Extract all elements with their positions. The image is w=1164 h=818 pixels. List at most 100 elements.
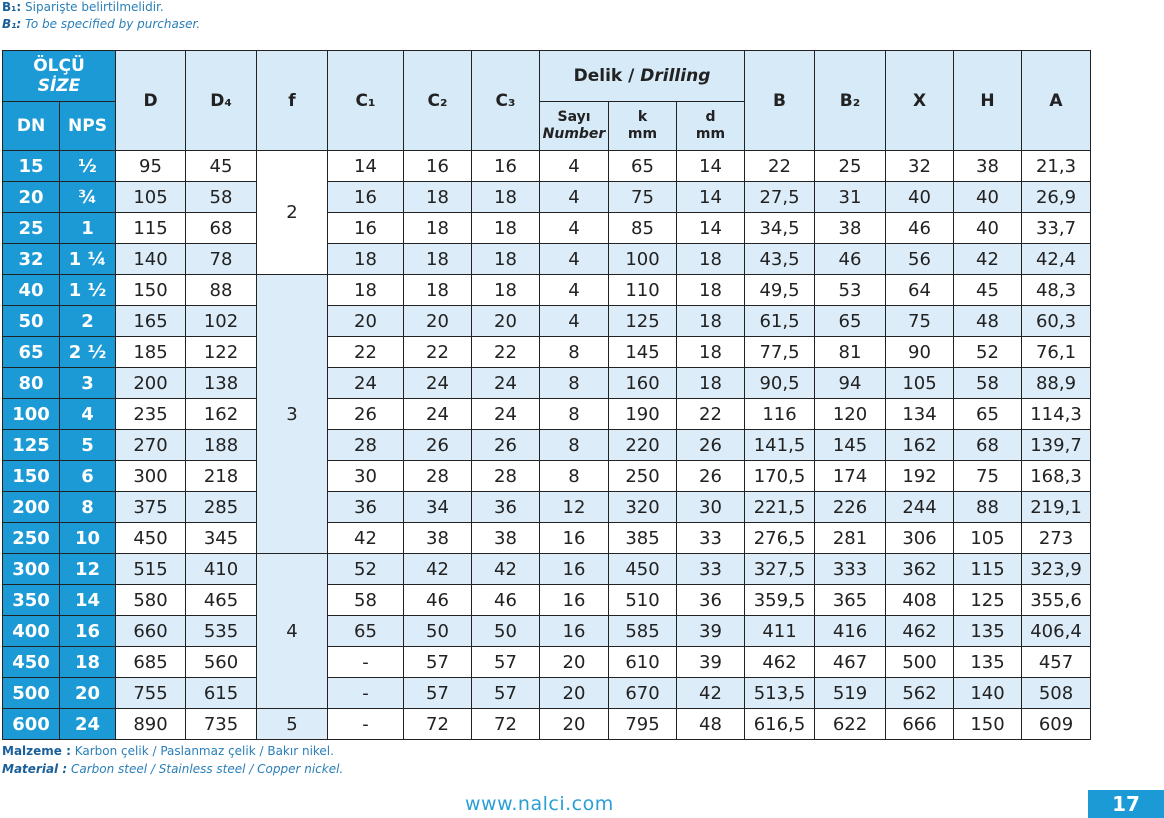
size-cell: 150 — [2, 460, 60, 492]
value-cell: 406,4 — [1021, 615, 1091, 647]
value-cell: 250 — [608, 460, 677, 492]
value-cell: 306 — [885, 522, 954, 554]
value-cell: 145 — [814, 429, 886, 461]
value-cell: 535 — [185, 615, 257, 647]
header-text: Sayı — [557, 109, 591, 125]
count-header: Sayı Number — [539, 101, 609, 151]
value-cell: 30 — [327, 460, 404, 492]
size-cell: 14 — [59, 584, 116, 616]
value-cell: 115 — [115, 212, 186, 244]
value-cell: 42 — [403, 553, 472, 585]
size-cell: ½ — [59, 150, 116, 182]
value-cell: 560 — [185, 646, 257, 678]
value-cell: 58 — [185, 181, 257, 213]
value-cell: 28 — [327, 429, 404, 461]
material-text: Karbon çelik / Paslanmaz çelik / Bakır n… — [74, 744, 334, 758]
f-cell: 2 — [256, 150, 328, 275]
table-row: 500 20 755 615-57 57 20 670 42 513,5 519 562 140 508 — [2, 677, 1091, 709]
drilling-header: Delik / Drilling — [539, 50, 745, 102]
value-cell: 122 — [185, 336, 257, 368]
value-cell: 48,3 — [1021, 274, 1091, 306]
value-cell: 670 — [608, 677, 677, 709]
header-text: Delik / — [573, 66, 635, 86]
value-cell: 28 — [471, 460, 540, 492]
table-body: 15 ½ 95 45 2 14 16 16 4 65 14 22 25 32 38 21,3 20 ¾ 105 58 1… — [2, 150, 1091, 740]
value-cell: 359,5 — [744, 584, 815, 616]
value-cell: 185 — [115, 336, 186, 368]
value-cell: 235 — [115, 398, 186, 430]
value-cell: 68 — [185, 212, 257, 244]
value-cell: 416 — [814, 615, 886, 647]
value-cell: 60,3 — [1021, 305, 1091, 337]
header-cell: C₂ — [403, 50, 472, 151]
value-cell: 18 — [676, 336, 745, 368]
value-cell: 140 — [953, 677, 1022, 709]
value-cell: 56 — [885, 243, 954, 275]
value-cell: 75 — [953, 460, 1022, 492]
value-cell: 40 — [953, 212, 1022, 244]
size-cell: 16 — [59, 615, 116, 647]
value-cell: 116 — [744, 398, 815, 430]
value-cell: 38 — [471, 522, 540, 554]
value-cell: 75 — [608, 181, 677, 213]
value-cell: 333 — [814, 553, 886, 585]
value-cell: 276,5 — [744, 522, 815, 554]
size-cell: 200 — [2, 491, 60, 523]
value-cell: 88 — [185, 274, 257, 306]
value-cell: 218 — [185, 460, 257, 492]
value-cell: 18 — [403, 212, 472, 244]
value-cell: 465 — [185, 584, 257, 616]
value-cell: 467 — [814, 646, 886, 678]
value-cell: 45 — [953, 274, 1022, 306]
value-cell: 411 — [744, 615, 815, 647]
value-cell: 300 — [115, 460, 186, 492]
value-cell: 450 — [115, 522, 186, 554]
value-cell: 200 — [115, 367, 186, 399]
note-text: Siparişte belirtilmelidir. — [25, 0, 164, 14]
value-cell: 58 — [953, 367, 1022, 399]
value-cell: 43,5 — [744, 243, 815, 275]
value-cell: 462 — [744, 646, 815, 678]
value-cell: 75 — [885, 305, 954, 337]
value-cell: 190 — [608, 398, 677, 430]
value-cell: 18 — [403, 243, 472, 275]
header-text: mm — [627, 126, 658, 142]
size-cell: 4 — [59, 398, 116, 430]
value-cell: 4 — [539, 243, 609, 275]
size-cell: 250 — [2, 522, 60, 554]
value-cell: 18 — [676, 367, 745, 399]
size-cell: 8 — [59, 491, 116, 523]
value-cell: 39 — [676, 615, 745, 647]
value-cell: 162 — [185, 398, 257, 430]
value-cell: 450 — [608, 553, 677, 585]
header-text: d — [705, 109, 716, 125]
value-cell: 170,5 — [744, 460, 815, 492]
value-cell: 327,5 — [744, 553, 815, 585]
value-cell: 510 — [608, 584, 677, 616]
value-cell: 375 — [115, 491, 186, 523]
size-cell: 65 — [2, 336, 60, 368]
size-cell: 6 — [59, 460, 116, 492]
value-cell: 141,5 — [744, 429, 815, 461]
d-header: d mm — [676, 101, 745, 151]
table-row: 125 5 270 188 28 26 26 8 220 26 141,5 145 162 68 139,7 — [2, 429, 1091, 461]
value-cell: 36 — [327, 491, 404, 523]
table-row: 15 ½ 95 45 2 14 16 16 4 65 14 22 25 32 38 21,3 — [2, 150, 1091, 275]
value-cell: 192 — [885, 460, 954, 492]
value-cell: 57 — [471, 646, 540, 678]
value-cell: 125 — [953, 584, 1022, 616]
value-cell: 22 — [327, 336, 404, 368]
table-row: 300 12 515 410 4 52 42 42 16 450 33 327,5 333 362 115 3… — [2, 553, 1091, 709]
value-cell: 135 — [953, 615, 1022, 647]
size-cell: 2 ½ — [59, 336, 116, 368]
value-cell: 165 — [115, 305, 186, 337]
value-cell: 40 — [953, 181, 1022, 213]
value-cell: 22 — [471, 336, 540, 368]
k-header: k mm — [608, 101, 677, 151]
value-cell: 273 — [1021, 522, 1091, 554]
value-cell: 18 — [676, 274, 745, 306]
value-cell: 38 — [403, 522, 472, 554]
value-cell: 78 — [185, 243, 257, 275]
value-cell: 8 — [539, 429, 609, 461]
value-cell: 46 — [471, 584, 540, 616]
